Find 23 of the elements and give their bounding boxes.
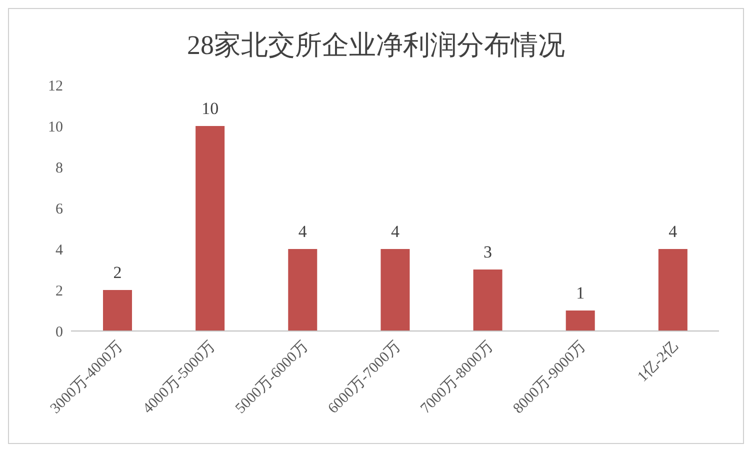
- y-tick-label: 4: [56, 242, 64, 258]
- y-tick-label: 8: [56, 160, 63, 176]
- data-label: 1: [576, 284, 585, 302]
- y-tick-label: 6: [56, 201, 64, 218]
- data-label: 3: [484, 242, 492, 262]
- bar: [103, 290, 132, 331]
- chart-title: 28家北交所企业净利润分布情况: [186, 29, 566, 62]
- bar: [288, 249, 318, 331]
- x-tick-label: 1亿-2亿: [634, 338, 682, 386]
- y-tick-label: 12: [48, 78, 63, 94]
- data-label: 2: [113, 263, 122, 282]
- bar: [196, 126, 225, 331]
- y-tick-label: 0: [56, 324, 63, 340]
- bar: [380, 249, 410, 331]
- data-label: 10: [202, 99, 219, 118]
- data-label: 4: [668, 222, 678, 241]
- bar: [658, 249, 688, 331]
- data-label: 4: [390, 222, 400, 241]
- bar: [473, 270, 502, 331]
- bar: [566, 310, 595, 331]
- y-tick-label: 10: [48, 119, 63, 136]
- data-label: 4: [298, 222, 308, 241]
- y-tick-label: 2: [56, 283, 63, 300]
